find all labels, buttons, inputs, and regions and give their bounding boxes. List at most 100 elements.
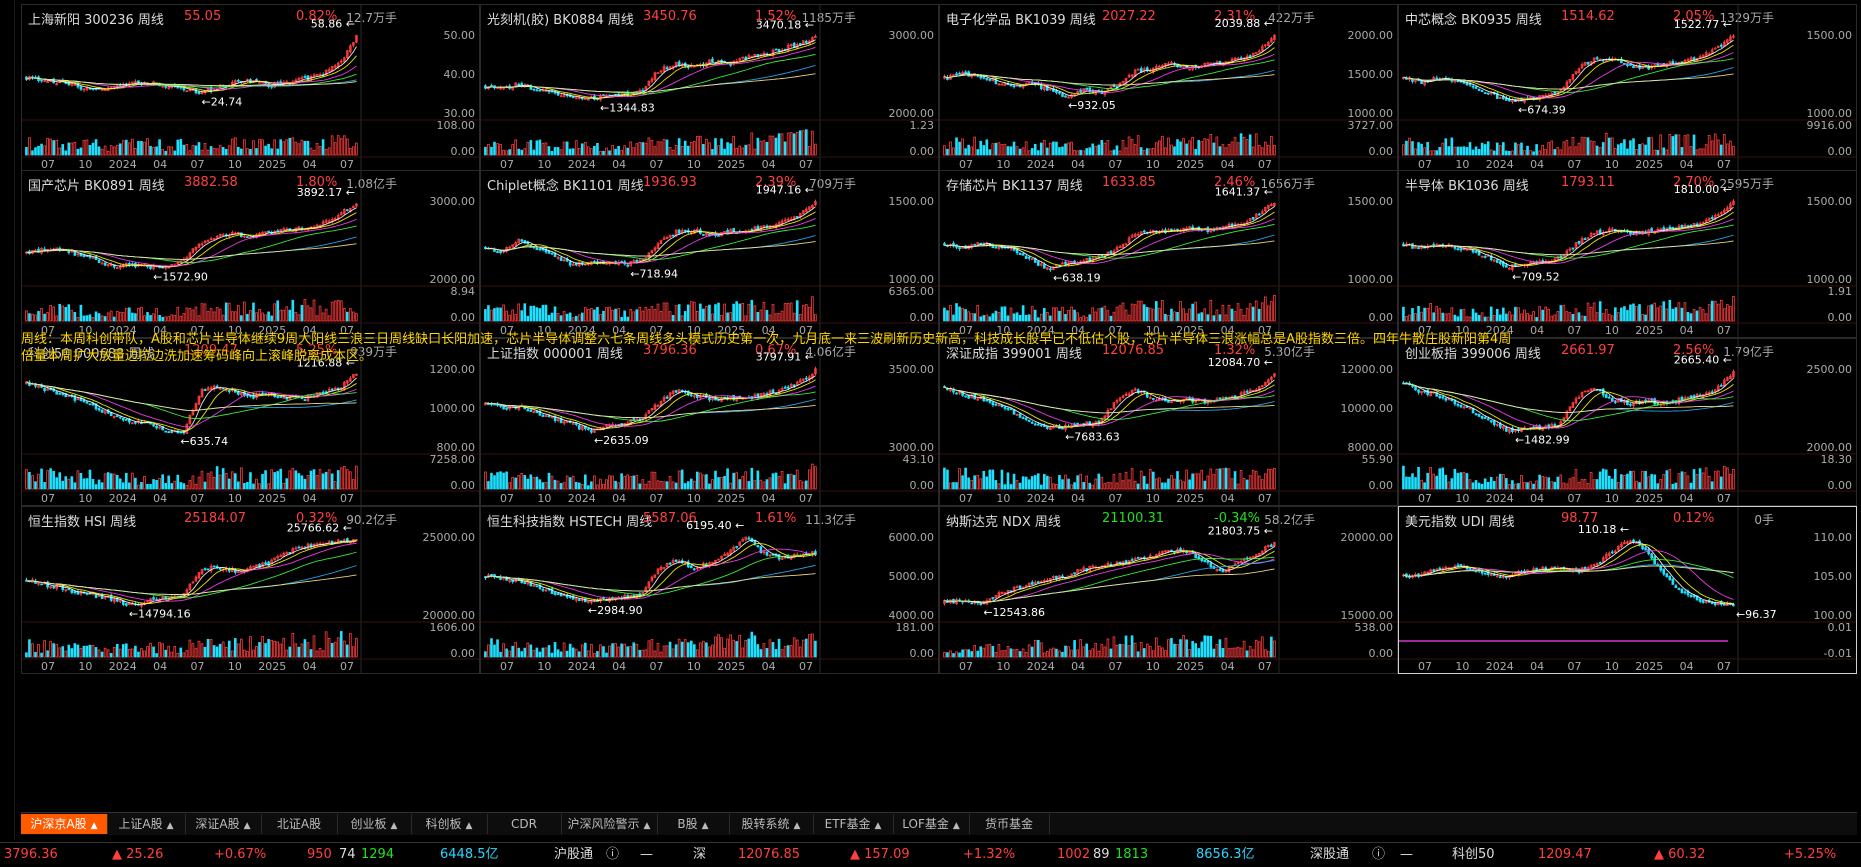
volume-bar <box>1584 316 1586 321</box>
candle <box>86 401 88 404</box>
volume-bar <box>331 474 333 489</box>
candle <box>1720 383 1722 386</box>
volume-bar <box>1524 482 1526 489</box>
volume-bar <box>1201 470 1203 489</box>
volume-bar <box>536 477 538 489</box>
tab-11[interactable]: ETF基金▲ <box>813 814 894 834</box>
volume-bar <box>1222 145 1224 155</box>
candle <box>651 250 653 255</box>
volume-bar <box>144 316 146 321</box>
candle <box>26 578 28 581</box>
help-icon[interactable]: ⓘ <box>606 843 619 867</box>
tab-10[interactable]: 股转系统▲ <box>729 814 814 834</box>
candle <box>778 220 780 225</box>
candle <box>494 86 496 90</box>
volume-bar <box>566 142 568 155</box>
volume-bar <box>292 633 294 657</box>
volume-bar <box>1502 475 1504 489</box>
tab-13[interactable]: 货币基金 <box>969 814 1050 834</box>
hgt-label[interactable]: 沪股通 <box>554 843 593 867</box>
volume-bar <box>1046 651 1048 657</box>
volume-bar <box>965 650 967 657</box>
tab-5[interactable]: 创业板▲ <box>337 814 412 834</box>
candle <box>1028 420 1030 422</box>
volume-bar <box>234 312 236 321</box>
help-icon[interactable]: ⓘ <box>1372 843 1385 867</box>
tab-8[interactable]: 沪深风险警示▲ <box>561 814 658 834</box>
volume-bar <box>325 309 327 321</box>
volume-bar <box>147 139 149 155</box>
tab-9[interactable]: B股▲ <box>657 814 730 834</box>
volume-bar <box>246 651 248 657</box>
tab-12[interactable]: LOF基金▲ <box>893 814 970 834</box>
volume-axis-label: 0.00 <box>451 145 476 158</box>
candle <box>41 584 43 586</box>
volume-bar <box>1472 483 1474 489</box>
volume-bar <box>578 483 580 489</box>
tab-3[interactable]: 深证A股▲ <box>185 814 262 834</box>
candle <box>1110 408 1112 410</box>
volume-bar <box>678 139 680 155</box>
candle <box>1484 573 1486 575</box>
volume-bar <box>256 313 258 321</box>
volume-bar <box>615 481 617 489</box>
volume-bar <box>645 143 647 155</box>
sgt-label[interactable]: 深股通 <box>1310 843 1349 867</box>
candle <box>1599 562 1601 564</box>
candle <box>675 390 677 393</box>
volume-bar <box>171 315 173 321</box>
volume-bar <box>597 485 599 489</box>
sz-label: 深 <box>693 843 706 867</box>
volume-bar <box>107 313 109 321</box>
tab-7[interactable]: CDR <box>487 814 562 834</box>
tab-4[interactable]: 北证A股 <box>261 814 338 834</box>
candle <box>790 556 792 560</box>
candle <box>557 418 559 422</box>
candle <box>757 545 759 548</box>
candle <box>959 247 961 251</box>
volume-bar <box>609 151 611 155</box>
volume-bar <box>989 470 991 489</box>
volume-bar <box>150 484 152 489</box>
volume-bar <box>1152 651 1154 657</box>
volume-bar <box>485 147 487 155</box>
tab-1[interactable]: 沪深京A股▲ <box>21 814 108 834</box>
candle <box>1149 395 1151 399</box>
volume-bar <box>1412 142 1414 155</box>
tab-label: B股 <box>677 817 697 831</box>
volume-bar <box>968 650 970 657</box>
volume-bar <box>530 475 532 489</box>
tab-2[interactable]: 上证A股▲ <box>107 814 186 834</box>
volume-bar <box>304 640 306 657</box>
tab-6[interactable]: 科创板▲ <box>411 814 488 834</box>
volume-bar <box>545 648 547 657</box>
time-axis-label: 10 <box>228 660 242 673</box>
volume-bar <box>657 304 659 321</box>
candle <box>1436 76 1438 79</box>
candle <box>1690 395 1692 398</box>
